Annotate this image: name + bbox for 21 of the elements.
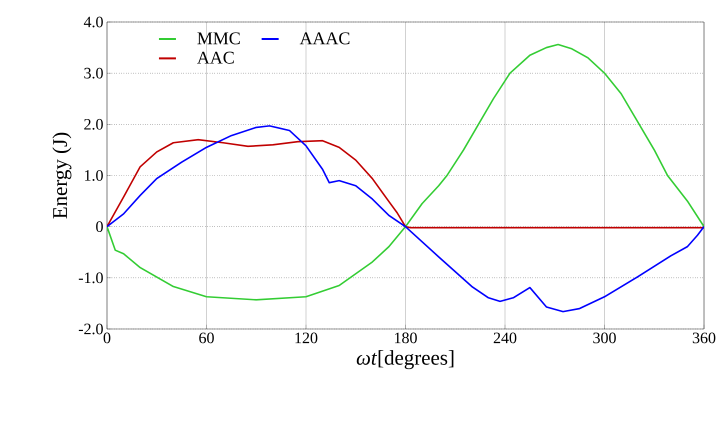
- line-series: [107, 138, 704, 228]
- y-tick-label: 2.0: [84, 118, 103, 130]
- x-tick-label: 360: [692, 332, 716, 344]
- y-tick-label: 4.0: [84, 16, 103, 28]
- legend-label: AAAC: [300, 32, 350, 44]
- x-tick-label: 180: [394, 332, 417, 344]
- legend-label: MMC: [197, 32, 240, 44]
- y-axis-title: Energy (J): [52, 132, 72, 219]
- y-tick-label: -2.0: [78, 324, 103, 334]
- x-tick-label: 120: [295, 332, 318, 344]
- x-tick-label: 240: [494, 332, 516, 344]
- x-axis-title: ωt[degrees]: [356, 350, 454, 370]
- x-tick-label: 60: [199, 332, 214, 344]
- y-tick-label: 0: [96, 221, 103, 232]
- legend-label: AAC: [197, 52, 234, 64]
- x-tick-label: 0: [104, 332, 110, 344]
- y-tick-label: 3.0: [84, 68, 103, 79]
- x-tick-label: 300: [593, 332, 616, 344]
- line-series: [107, 125, 704, 312]
- y-tick-label: -1.0: [78, 272, 103, 284]
- y-tick-label: 1.0: [84, 170, 103, 181]
